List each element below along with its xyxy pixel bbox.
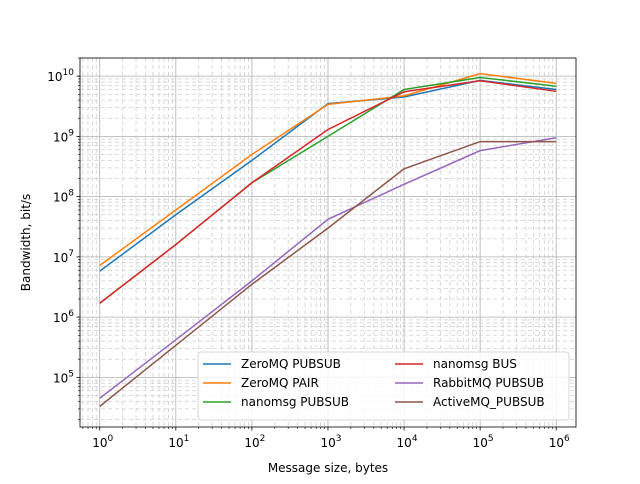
y-tick-label: 106 xyxy=(53,309,74,325)
series-line-1 xyxy=(99,72,557,267)
grid xyxy=(80,57,576,427)
x-tick-label: 103 xyxy=(320,434,341,450)
x-tick-label: 105 xyxy=(473,434,494,450)
x-tick-label: 106 xyxy=(549,434,570,450)
axis-ticks: 100 101 102 103 104 105 106 105 106 107 108 109 1010 xyxy=(47,57,570,450)
legend-label: ZeroMQ PAIR xyxy=(241,376,319,390)
series-lines xyxy=(99,72,557,407)
y-tick-label: 107 xyxy=(53,249,74,265)
y-axis-label: Bandwidth, bit/s xyxy=(19,194,33,291)
y-tick-label: 108 xyxy=(53,189,74,205)
series-line-3 xyxy=(99,79,557,304)
y-tick-label: 105 xyxy=(53,369,74,385)
x-tick-label: 104 xyxy=(397,434,418,450)
y-tick-label: 109 xyxy=(53,128,74,144)
legend: ZeroMQ PUBSUB ZeroMQ PAIR nanomsg PUBSUB na… xyxy=(197,351,570,421)
legend-label: RabbitMQ PUBSUB xyxy=(433,376,544,390)
x-tick-label: 101 xyxy=(168,434,189,450)
legend-box xyxy=(197,351,570,421)
series-line-4 xyxy=(99,136,557,399)
legend-label: nanomsg BUS xyxy=(433,357,517,371)
legend-label: ActiveMQ_PUBSUB xyxy=(433,395,545,409)
x-tick-label: 100 xyxy=(92,434,113,450)
series-line-5 xyxy=(99,140,557,407)
x-axis-label: Message size, bytes xyxy=(268,461,388,475)
x-tick-label: 102 xyxy=(244,434,265,450)
legend-label: nanomsg PUBSUB xyxy=(241,395,349,409)
legend-label: ZeroMQ PUBSUB xyxy=(241,357,341,371)
y-tick-label: 1010 xyxy=(47,68,74,84)
